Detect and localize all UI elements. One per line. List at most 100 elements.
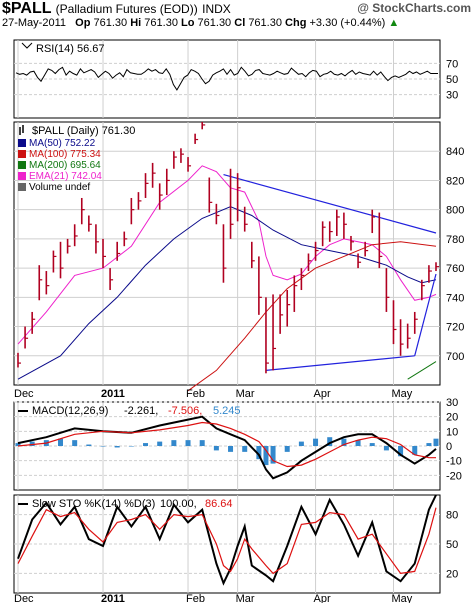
macd-histogram-bar bbox=[143, 443, 149, 446]
macd-histogram-bar bbox=[185, 440, 191, 446]
macd-histogram-value: 5.245 bbox=[213, 405, 241, 417]
legend-entry-0: MA(50) 752.22 bbox=[29, 138, 96, 149]
sto-y-tick-0: 80 bbox=[446, 510, 458, 522]
macd-histogram-bar bbox=[213, 446, 219, 451]
macd-histogram-bar bbox=[383, 446, 389, 451]
macd-histogram-bar bbox=[86, 444, 92, 446]
macd-y-tick-4: -10 bbox=[446, 456, 462, 468]
price-x-label-1: 2011 bbox=[101, 388, 125, 400]
price-x-label-4: Apr bbox=[314, 388, 331, 400]
price-y-tick-7: 700 bbox=[446, 351, 464, 363]
macd-title: MACD(12,26,9) bbox=[32, 405, 108, 417]
macd-histogram-bar bbox=[270, 446, 276, 464]
price-y-tick-0: 840 bbox=[446, 146, 464, 158]
macd-histogram-bar bbox=[72, 440, 78, 446]
price-trendline-2 bbox=[414, 273, 437, 356]
open-label: Op bbox=[75, 17, 91, 29]
sto-k-value: 100.00, bbox=[160, 498, 197, 510]
legend-entry-3: EMA(21) 742.04 bbox=[29, 171, 102, 182]
change-value: +3.30 (+0.44%) bbox=[309, 17, 386, 29]
price-trendline-1 bbox=[265, 355, 415, 371]
symbol-text: $PALL bbox=[2, 0, 52, 17]
price-y-tick-5: 740 bbox=[446, 292, 464, 304]
sto-y-tick-2: 20 bbox=[446, 568, 458, 580]
sto-x-label-0: Dec bbox=[14, 593, 34, 603]
close-value: 761.30 bbox=[248, 17, 282, 29]
open-value: 761.30 bbox=[93, 17, 128, 29]
price-y-tick-6: 720 bbox=[446, 322, 464, 334]
rsi-y-tick-0: 70 bbox=[446, 58, 458, 70]
sto-x-label-4: Apr bbox=[314, 593, 331, 603]
exchange-label: INDX bbox=[202, 2, 231, 16]
macd-histogram-bar bbox=[228, 446, 234, 452]
price-panel-frame bbox=[13, 121, 441, 386]
price-x-label-0: Dec bbox=[14, 388, 34, 400]
price-x-label-5: May bbox=[391, 388, 412, 400]
price-x-label-3: Mar bbox=[236, 388, 255, 400]
change-label: Chg bbox=[285, 17, 307, 29]
macd-y-tick-2: 10 bbox=[446, 426, 458, 438]
macd-histogram-bar bbox=[313, 438, 319, 446]
legend-swatch-4 bbox=[18, 183, 26, 191]
macd-histogram-bar bbox=[157, 441, 163, 446]
macd-histogram-bar bbox=[199, 440, 205, 446]
macd-histogram-bar bbox=[298, 441, 304, 446]
price-y-tick-3: 780 bbox=[446, 234, 464, 246]
instrument-name: (Palladium Futures (EOD)) bbox=[55, 2, 198, 16]
macd-histogram-bar bbox=[412, 446, 418, 455]
price-x-label-2: Feb bbox=[186, 388, 205, 400]
rsi-line bbox=[15, 66, 438, 91]
macd-y-tick-3: 0 bbox=[446, 441, 452, 453]
copyright: @ StockCharts.com bbox=[357, 1, 471, 15]
macd-histogram-bar bbox=[15, 443, 21, 446]
low-label: Lo bbox=[181, 17, 195, 29]
low-value: 761.30 bbox=[197, 17, 232, 29]
legend-entry-4: Volume undef bbox=[29, 182, 90, 193]
legend-entry-2: MA(200) 695.64 bbox=[29, 160, 101, 171]
macd-histogram-bar bbox=[242, 446, 248, 452]
sto-x-label-5: May bbox=[391, 593, 412, 603]
price-y-tick-1: 820 bbox=[446, 175, 464, 187]
macd-histogram-bar bbox=[369, 443, 375, 446]
ticker-symbol: $PALL (Palladium Futures (EOD)) INDX bbox=[2, 0, 231, 18]
macd-histogram-bar bbox=[171, 440, 177, 446]
macd-value: -2.261, bbox=[124, 405, 158, 417]
macd-histogram-bar bbox=[284, 446, 290, 452]
macd-histogram-bar bbox=[327, 437, 333, 446]
rsi-title: RSI(14) 56.67 bbox=[36, 43, 104, 55]
price-title: $PALL (Daily) 761.30 bbox=[32, 125, 135, 137]
price-ema21-line bbox=[17, 165, 437, 345]
sto-d-value: 86.64 bbox=[205, 498, 233, 510]
sto-x-label-1: 2011 bbox=[101, 593, 125, 603]
close-label: Cl bbox=[234, 17, 246, 29]
quote-line: 27-May-2011 Op 761.30 Hi 761.30 Lo 761.3… bbox=[2, 17, 399, 29]
legend-entry-1: MA(100) 775.34 bbox=[29, 149, 101, 160]
rsi-y-tick-2: 30 bbox=[446, 90, 458, 102]
legend-swatch-2 bbox=[18, 161, 26, 169]
sto-x-label-2: Feb bbox=[186, 593, 205, 603]
sto-stod-line bbox=[17, 507, 437, 575]
macd-histogram-bar bbox=[355, 440, 361, 446]
sto-stok-line bbox=[17, 494, 437, 586]
macd-histogram-bar bbox=[29, 441, 35, 446]
quote-date: 27-May-2011 bbox=[2, 17, 66, 29]
legend-swatch-1 bbox=[18, 150, 26, 158]
price-ma50-line bbox=[17, 206, 437, 380]
macd-histogram-bar bbox=[426, 443, 432, 446]
sto-title: Slow STO %K(14) %D(3) bbox=[32, 498, 155, 510]
macd-signal-value: -7.506, bbox=[168, 405, 202, 417]
high-value: 761.30 bbox=[144, 17, 178, 29]
macd-histogram-bar bbox=[100, 446, 106, 447]
macd-y-tick-1: 20 bbox=[446, 412, 458, 424]
macd-histogram-bar bbox=[58, 438, 64, 446]
price-y-tick-4: 760 bbox=[446, 263, 464, 275]
macd-histogram-bar bbox=[263, 446, 269, 466]
macd-histogram-bar bbox=[128, 446, 134, 447]
legend-swatch-3 bbox=[18, 172, 26, 180]
macd-signal-line bbox=[17, 421, 436, 468]
rsi-chevron-icon bbox=[21, 42, 33, 49]
price-ma200-line bbox=[407, 361, 437, 380]
price-bars-icon bbox=[19, 125, 24, 135]
macd-histogram-bar bbox=[256, 446, 262, 460]
macd-macd-line bbox=[17, 415, 437, 480]
